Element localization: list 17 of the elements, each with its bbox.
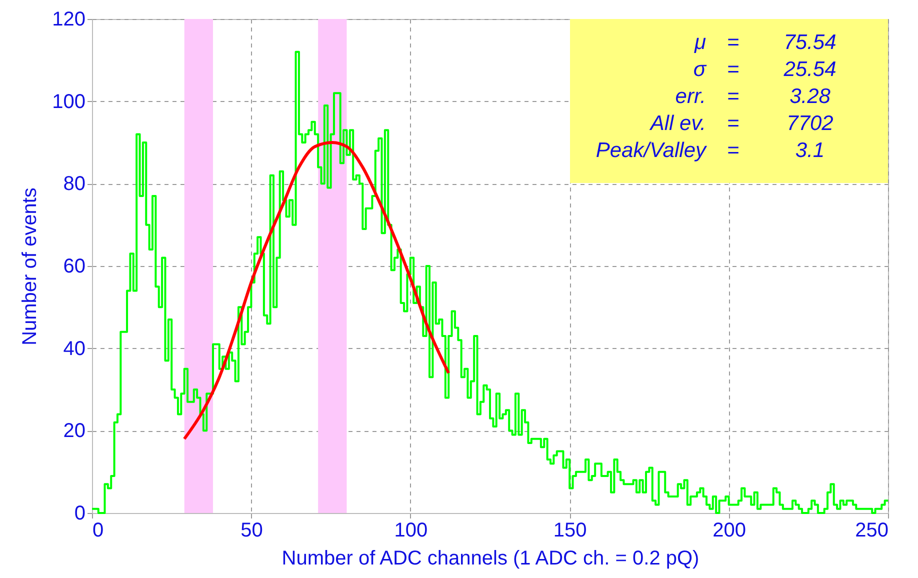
y-tick-label: 0 xyxy=(74,502,86,524)
y-tick-label: 80 xyxy=(63,173,86,196)
line-series xyxy=(182,141,450,440)
y-tick-label: 100 xyxy=(52,90,86,113)
x-tick-label: 150 xyxy=(553,520,587,542)
y-axis-title: Number of events xyxy=(19,188,42,346)
y-tick-label: 60 xyxy=(63,256,86,278)
x-tick-label: 250 xyxy=(855,520,888,542)
x-tick-label: 200 xyxy=(712,520,746,542)
x-tick-label: 50 xyxy=(240,520,263,542)
x-axis-title: Number of ADC channels (1 ADC ch. = 0.2 pQ) xyxy=(282,548,700,570)
y-tick-label: 20 xyxy=(63,420,86,442)
x-tick-label: 100 xyxy=(394,520,428,542)
x-tick-label: 0 xyxy=(92,520,104,542)
y-tick-label: 120 xyxy=(52,8,86,30)
y-tick-label: 40 xyxy=(63,338,86,360)
stats-box: μ = 75.54 σ = 25.54 err. = 3.28 All ev. = 7702 Peak/Valley = 3.1 xyxy=(570,19,888,183)
